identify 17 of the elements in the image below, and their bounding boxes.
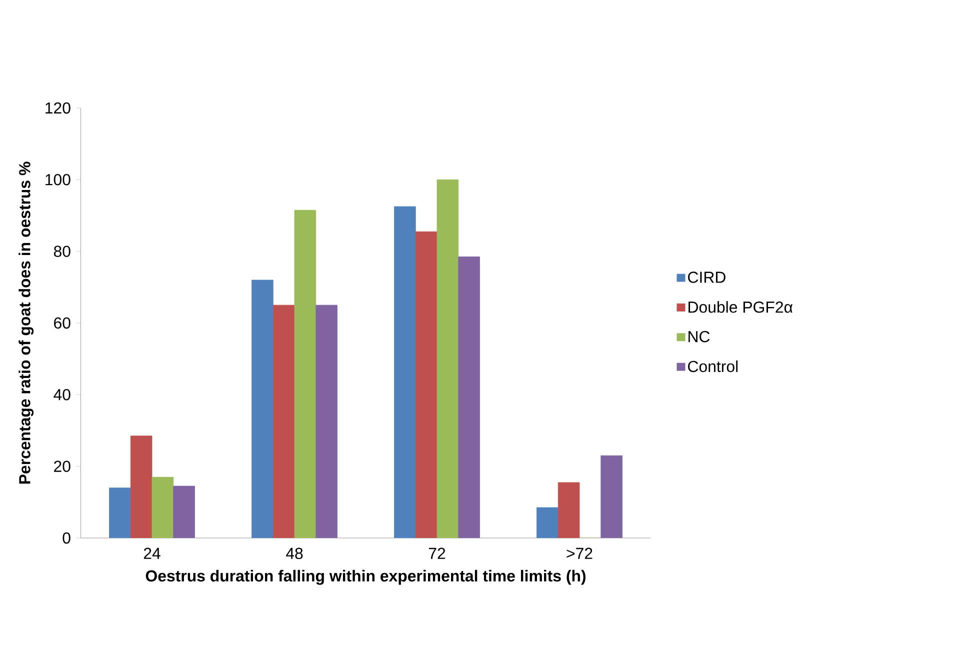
x-tick-label: 48 — [286, 548, 303, 560]
y-tick-label: 120 — [46, 102, 70, 114]
legend-label: Double PGF2α — [688, 301, 793, 313]
x-tick-label: 72 — [428, 548, 446, 559]
legend-label: CIRD — [688, 272, 726, 283]
y-tick-label: 100 — [46, 174, 70, 186]
legend-label: Control — [688, 360, 738, 372]
y-tick-label: 60 — [54, 317, 70, 329]
y-tick-label: 0 — [62, 532, 70, 544]
x-axis-title: Oestrus duration falling within experimental time limits (h) — [146, 570, 586, 585]
legend-label: NC — [688, 330, 710, 342]
y-axis-title: Percentage ratio of goat does in oestrus % — [18, 162, 34, 484]
y-tick-label: 40 — [54, 389, 70, 400]
x-tick-label: 24 — [144, 548, 160, 559]
x-tick-label: >72 — [566, 548, 592, 559]
y-tick-label: 80 — [54, 246, 70, 257]
y-tick-label: 20 — [54, 460, 70, 472]
